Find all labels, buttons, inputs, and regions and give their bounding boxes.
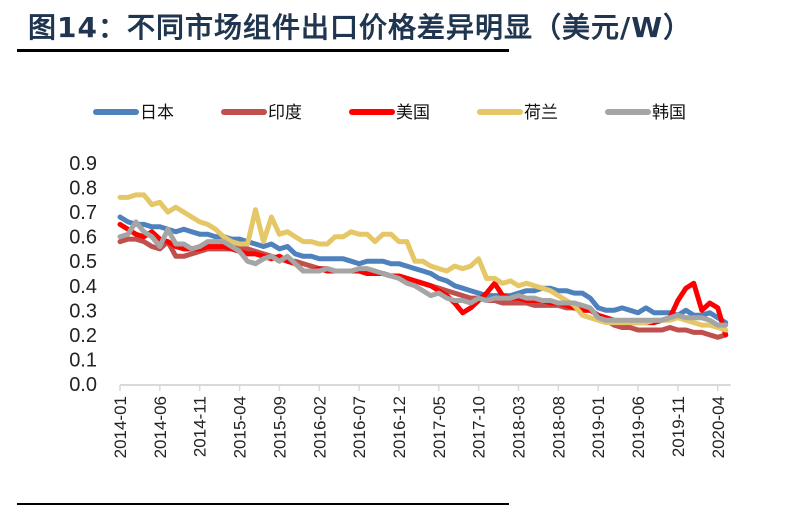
series-line-0 — [117, 214, 729, 326]
x-tick-label: 2017-10 — [470, 396, 489, 458]
legend-label: 韩国 — [652, 103, 686, 123]
x-tick-label: 2015-09 — [270, 396, 289, 458]
x-tick-label: 2016-02 — [310, 396, 329, 458]
y-tick-label: 0.8 — [69, 178, 97, 200]
y-tick-label: 0.3 — [69, 300, 97, 322]
x-tick-label: 2018-08 — [549, 396, 568, 458]
figure-title: 图14：不同市场组件出口价格差异明显（美元/W） — [28, 11, 693, 44]
y-tick-label: 0.7 — [69, 202, 97, 224]
x-tick-label: 2016-12 — [390, 396, 409, 458]
y-tick-label: 0.0 — [69, 374, 97, 396]
x-tick-label: 2019-01 — [589, 396, 608, 458]
y-tick-label: 0.2 — [69, 325, 97, 347]
legend-label: 日本 — [140, 103, 174, 123]
y-tick-label: 0.9 — [69, 153, 97, 175]
x-tick-label: 2016-07 — [350, 396, 369, 458]
series-line-4 — [117, 219, 729, 328]
y-tick-label: 0.6 — [69, 227, 97, 249]
title-divider — [17, 49, 509, 52]
x-tick-label: 2014-01 — [111, 396, 130, 458]
x-tick-label: 2020-04 — [709, 396, 728, 458]
x-tick-label: 2019-06 — [629, 396, 648, 458]
x-tick-label: 2018-03 — [510, 396, 529, 458]
bottom-divider — [17, 503, 509, 505]
x-tick-label: 2019-11 — [669, 396, 688, 457]
x-tick-label: 2017-05 — [430, 396, 449, 458]
legend-label: 荷兰 — [524, 103, 558, 123]
x-tick-label: 2015-04 — [231, 396, 250, 458]
legend-label: 美国 — [396, 103, 430, 123]
x-tick-label: 2014-06 — [151, 396, 170, 458]
y-tick-label: 0.5 — [69, 251, 97, 273]
x-tick-label: 2014-11 — [191, 396, 210, 457]
legend-label: 印度 — [268, 103, 302, 123]
y-tick-label: 0.1 — [69, 349, 97, 371]
y-tick-label: 0.4 — [69, 276, 97, 298]
